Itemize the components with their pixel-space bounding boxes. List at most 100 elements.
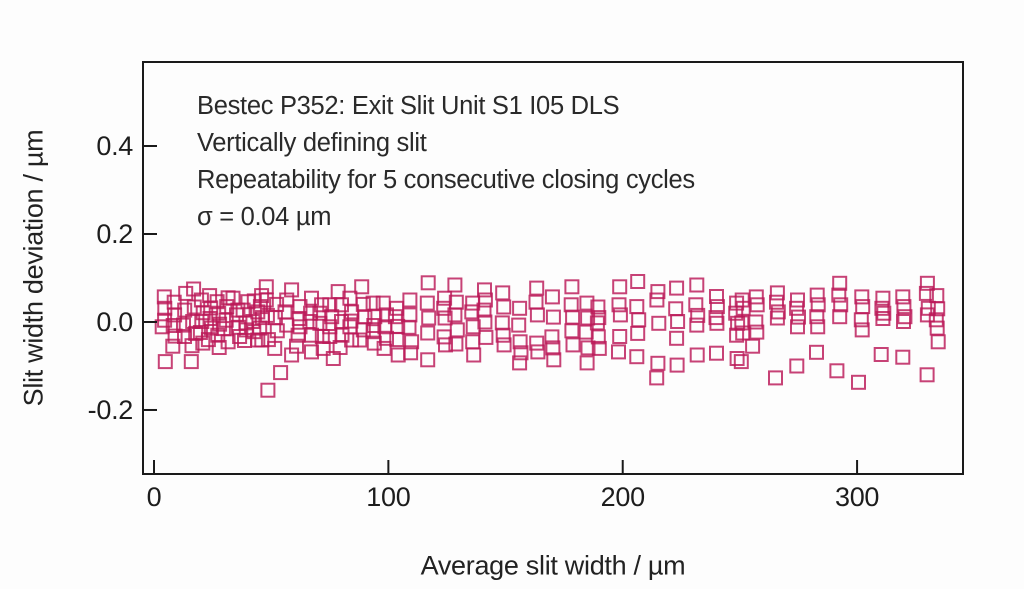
data-point-marker	[464, 304, 480, 320]
data-point-marker	[512, 300, 528, 316]
data-point-marker	[178, 285, 194, 301]
data-point-marker	[379, 330, 394, 346]
x-axis-label: Average slit width / µm	[420, 550, 686, 581]
plot-annotation: Bestec P352: Exit Slit Unit S1 I05 DLS V…	[197, 88, 695, 236]
data-point-marker	[810, 297, 826, 313]
data-point-marker	[631, 312, 647, 328]
data-point-marker	[670, 314, 686, 329]
data-point-marker	[769, 310, 785, 326]
data-point-marker	[528, 294, 544, 310]
data-point-marker	[289, 338, 304, 354]
data-point-marker	[689, 317, 705, 333]
data-point-marker	[496, 299, 512, 315]
annotation-line-4: σ = 0.04 µm	[197, 203, 332, 231]
data-point-marker	[564, 323, 580, 339]
data-point-marker	[284, 347, 300, 363]
y-tick-label: 0.2	[96, 219, 133, 249]
data-point-marker	[352, 332, 368, 348]
data-point-marker	[669, 357, 685, 373]
data-point-marker	[745, 338, 761, 354]
data-point-marker	[629, 349, 645, 365]
data-point-marker	[895, 289, 911, 305]
data-point-marker	[184, 338, 200, 354]
data-point-marker	[709, 289, 724, 304]
data-point-marker	[591, 310, 607, 326]
data-point-marker	[420, 275, 436, 291]
data-point-marker	[447, 277, 463, 293]
data-point-marker	[544, 329, 560, 345]
data-point-marker	[832, 309, 848, 325]
data-point-marker	[477, 292, 493, 308]
data-point-marker	[854, 289, 870, 305]
data-point-marker	[668, 301, 684, 317]
data-point-marker	[854, 322, 870, 338]
data-point-marker	[930, 301, 946, 317]
data-point-marker	[495, 327, 511, 343]
data-point-marker	[312, 305, 328, 321]
x-tick-label: 100	[366, 482, 410, 512]
data-point-marker	[748, 314, 764, 330]
data-point-marker	[874, 300, 890, 316]
data-point-marker	[565, 309, 581, 325]
data-point-marker	[419, 295, 435, 311]
data-point-marker	[437, 310, 453, 326]
data-point-marker	[390, 347, 406, 363]
data-point-marker	[291, 311, 307, 326]
data-point-marker	[259, 307, 275, 323]
data-point-marker	[209, 294, 225, 310]
data-point-marker	[176, 317, 191, 333]
data-point-marker	[809, 309, 825, 325]
data-point-marker	[896, 299, 912, 315]
data-point-marker	[220, 334, 236, 350]
data-point-marker	[919, 367, 935, 383]
data-point-marker	[690, 307, 706, 323]
data-point-marker	[629, 299, 645, 315]
data-point-marker	[273, 365, 289, 381]
data-point-marker	[565, 337, 581, 353]
data-point-marker	[476, 302, 492, 318]
data-point-marker	[579, 295, 595, 311]
data-point-marker	[875, 290, 891, 306]
data-point-marker	[831, 287, 847, 303]
data-point-marker	[304, 327, 319, 343]
data-point-marker	[449, 322, 465, 338]
data-point-marker	[334, 327, 350, 343]
data-point-marker	[511, 317, 527, 333]
data-point-marker	[478, 329, 494, 345]
data-point-marker	[157, 354, 173, 370]
data-point-marker	[252, 320, 268, 336]
data-point-marker	[809, 344, 824, 360]
data-point-marker	[167, 328, 183, 344]
data-point-marker	[855, 299, 871, 315]
data-point-marker	[260, 382, 276, 398]
data-point-marker	[689, 347, 705, 363]
data-point-marker	[651, 315, 667, 331]
data-point-marker	[591, 340, 607, 356]
data-point-marker	[402, 292, 418, 308]
data-point-marker	[186, 281, 202, 297]
data-point-marker	[895, 349, 911, 365]
data-point-marker	[734, 292, 750, 308]
data-point-marker	[185, 314, 201, 329]
data-point-marker	[154, 319, 170, 335]
data-point-marker	[200, 332, 216, 348]
data-point-marker	[357, 309, 373, 325]
data-point-marker	[466, 347, 482, 363]
data-point-marker	[897, 309, 913, 325]
data-point-marker	[258, 279, 274, 295]
data-point-marker	[401, 319, 417, 335]
data-point-marker	[387, 309, 403, 325]
data-point-marker	[494, 315, 510, 331]
x-tick-label: 200	[601, 482, 645, 512]
data-point-marker	[421, 310, 437, 326]
data-point-marker	[529, 307, 545, 323]
data-point-marker	[402, 307, 418, 323]
data-point-marker	[403, 345, 419, 361]
data-point-marker	[355, 322, 371, 338]
y-tick-label: 0.4	[96, 131, 133, 161]
data-point-marker	[529, 335, 545, 351]
data-point-marker	[688, 297, 704, 313]
data-point-marker	[322, 319, 338, 335]
